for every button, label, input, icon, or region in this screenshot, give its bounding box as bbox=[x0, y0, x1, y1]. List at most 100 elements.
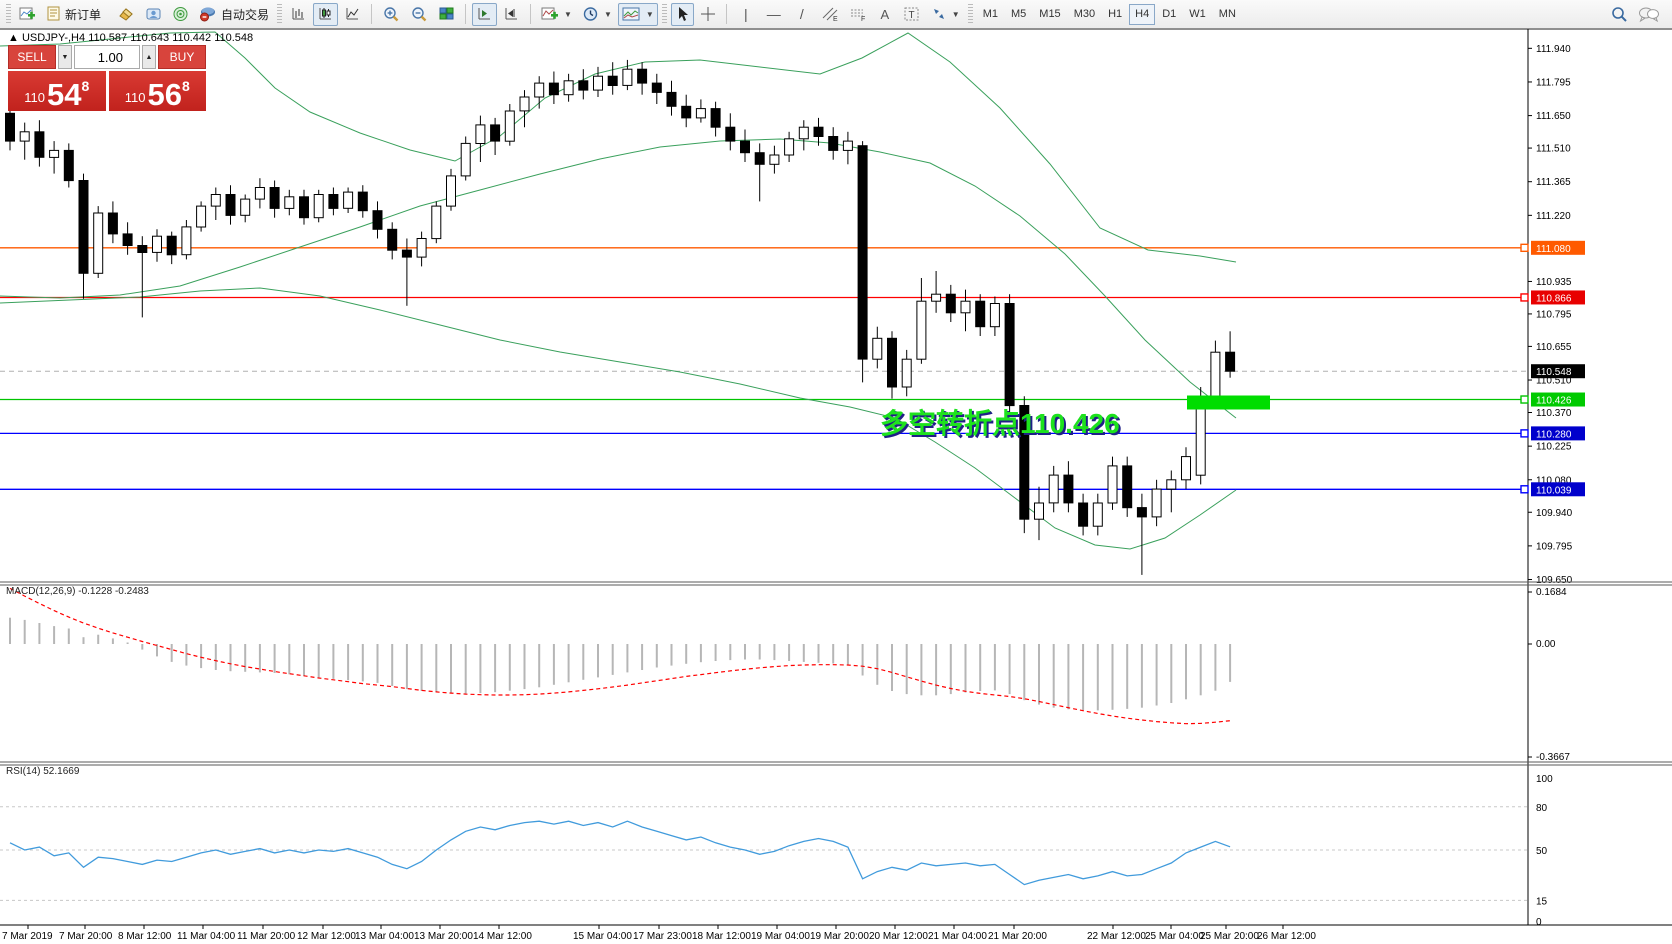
sell-price-button[interactable]: 110 54 8 bbox=[8, 71, 106, 111]
rsi-axis-label: 15 bbox=[1536, 896, 1548, 907]
candle-body bbox=[181, 226, 192, 256]
tile-windows-button[interactable] bbox=[434, 3, 459, 26]
price-label-text: 110.548 bbox=[1536, 367, 1572, 378]
price-label-text: 110.280 bbox=[1536, 429, 1572, 440]
price-axis-tick: 110.225 bbox=[1536, 442, 1572, 453]
candle-body bbox=[122, 233, 133, 246]
price-axis-tick: 111.365 bbox=[1536, 177, 1571, 188]
toolbar-grip[interactable] bbox=[277, 4, 283, 24]
templates-button[interactable]: ▼ bbox=[617, 2, 658, 26]
candlestick-chart-button[interactable] bbox=[313, 2, 339, 26]
timeframe-button-w1[interactable]: W1 bbox=[1189, 8, 1206, 20]
timeframe-button-m1[interactable]: M1 bbox=[982, 8, 998, 20]
toolbar-grip[interactable] bbox=[661, 4, 667, 24]
sell-button[interactable]: SELL bbox=[8, 45, 56, 69]
periods-button[interactable]: ▼ bbox=[578, 3, 616, 26]
profile-button[interactable] bbox=[141, 3, 166, 26]
candle-body bbox=[593, 75, 603, 91]
new-chart-button[interactable] bbox=[15, 3, 40, 26]
channel-button[interactable]: E bbox=[817, 3, 843, 26]
time-axis-label: 7 Mar 2019 bbox=[2, 931, 53, 942]
price-label-text: 110.426 bbox=[1536, 396, 1572, 407]
eraser-button[interactable] bbox=[113, 3, 139, 26]
timeframe-button-d1[interactable]: D1 bbox=[1162, 8, 1177, 20]
cursor-button[interactable] bbox=[670, 2, 694, 26]
clock-icon bbox=[583, 7, 598, 21]
fibonacci-button[interactable]: F bbox=[845, 3, 871, 26]
timeframe-bar: M1 M5 M15 M30 H1 H4 D1 W1 MN bbox=[977, 3, 1242, 25]
vertical-line-button[interactable]: | bbox=[743, 6, 748, 22]
triangle-up-icon: ▲ bbox=[145, 53, 153, 61]
time-axis-label: 11 Mar 04:00 bbox=[177, 931, 236, 942]
timeframe-button-mn[interactable]: MN bbox=[1218, 8, 1236, 20]
zoom-out-button[interactable] bbox=[406, 3, 432, 26]
horizontal-line-button[interactable]: — bbox=[766, 6, 781, 22]
bollinger-middle-band bbox=[0, 138, 1237, 419]
candle-body bbox=[460, 142, 471, 177]
candle-body bbox=[343, 191, 354, 209]
candle-body bbox=[1181, 456, 1191, 481]
trendline-button[interactable]: / bbox=[799, 6, 804, 22]
indicators-icon bbox=[541, 7, 559, 20]
volume-increase-button[interactable]: ▲ bbox=[142, 45, 156, 69]
price-axis-tick: 109.650 bbox=[1536, 575, 1573, 586]
volume-input[interactable]: 1.00 bbox=[74, 45, 140, 69]
indicators-button[interactable]: ▼ bbox=[537, 3, 576, 26]
toolbar-grip[interactable] bbox=[6, 4, 11, 24]
toolbar-grip[interactable] bbox=[967, 4, 973, 24]
timeframe-button-m15[interactable]: M15 bbox=[1039, 8, 1061, 20]
support-highlight-bar[interactable] bbox=[1187, 395, 1270, 410]
text-button[interactable]: A bbox=[880, 6, 890, 22]
candle-body bbox=[784, 138, 795, 156]
crosshair-icon bbox=[700, 7, 715, 21]
collapse-arrow-icon[interactable]: ▲ bbox=[8, 32, 19, 44]
rsi-line bbox=[9, 820, 1231, 886]
arrows-button[interactable]: ▼ bbox=[927, 3, 964, 26]
candle-body bbox=[299, 196, 309, 219]
buy-price-button[interactable]: 110 56 8 bbox=[108, 71, 206, 111]
volume-decrease-button[interactable]: ▼ bbox=[58, 45, 72, 69]
auto-trading-button[interactable]: 自动交易 bbox=[195, 3, 273, 26]
candle-body bbox=[828, 136, 839, 151]
rsi-panel: 80 50 15 100 0 RSI(14) 52.1669 bbox=[0, 766, 1553, 928]
time-axis-label: 11 Mar 20:00 bbox=[237, 931, 296, 942]
candle-body bbox=[960, 300, 971, 314]
rsi-label: RSI(14) 52.1669 bbox=[6, 766, 80, 777]
timeframe-button-h4[interactable]: H4 bbox=[1129, 3, 1156, 25]
sound-button[interactable] bbox=[168, 3, 193, 26]
symbol-name: USDJPY-,H4 bbox=[21, 32, 86, 44]
time-axis-label: 19 Mar 04:00 bbox=[751, 931, 810, 942]
timeframe-button-m30[interactable]: M30 bbox=[1073, 8, 1096, 20]
timeframe-button-m5[interactable]: M5 bbox=[1011, 8, 1027, 20]
chevron-down-icon: ▼ bbox=[645, 9, 654, 19]
zoom-in-button[interactable] bbox=[378, 3, 404, 26]
buy-button[interactable]: BUY bbox=[158, 45, 206, 69]
eraser-icon bbox=[119, 8, 133, 21]
new-order-button[interactable]: 新订单 bbox=[42, 3, 105, 26]
chart-canvas[interactable]: 111.940 111.795 111.650 111.510 111.365 111.2… bbox=[0, 29, 1672, 944]
time-axis-label: 25 Mar 20:00 bbox=[1200, 931, 1259, 942]
text-label-button[interactable]: T bbox=[899, 3, 925, 26]
candle-body bbox=[1166, 479, 1177, 490]
zoom-in-icon bbox=[384, 6, 399, 21]
candle-body bbox=[416, 238, 427, 258]
price-axis-tick: 110.370 bbox=[1536, 408, 1572, 419]
search-icon[interactable] bbox=[1610, 5, 1628, 23]
candle-body bbox=[710, 108, 721, 128]
time-axis: 7 Mar 2019 7 Mar 20:00 8 Mar 12:00 11 Mar 0… bbox=[2, 925, 1316, 942]
chat-icon[interactable] bbox=[1638, 5, 1660, 23]
bar-chart-button[interactable] bbox=[286, 3, 311, 26]
macd-label: MACD(12,26,9) -0.1228 -0.2483 bbox=[6, 586, 149, 597]
text-label-icon: T bbox=[904, 7, 919, 21]
chart-shift-button[interactable] bbox=[472, 2, 498, 26]
auto-scroll-button[interactable] bbox=[499, 3, 524, 26]
channel-icon: E bbox=[822, 7, 838, 22]
horizontal-level-lines[interactable] bbox=[0, 247, 1528, 490]
timeframe-button-h1[interactable]: H1 bbox=[1108, 8, 1123, 20]
line-chart-button[interactable] bbox=[340, 3, 365, 26]
svg-text:F: F bbox=[861, 16, 865, 22]
time-axis-label: 8 Mar 12:00 bbox=[118, 931, 172, 942]
candle-body bbox=[622, 68, 633, 86]
crosshair-button[interactable] bbox=[696, 3, 720, 26]
price-label-110.548: 110.548 bbox=[1531, 364, 1585, 379]
